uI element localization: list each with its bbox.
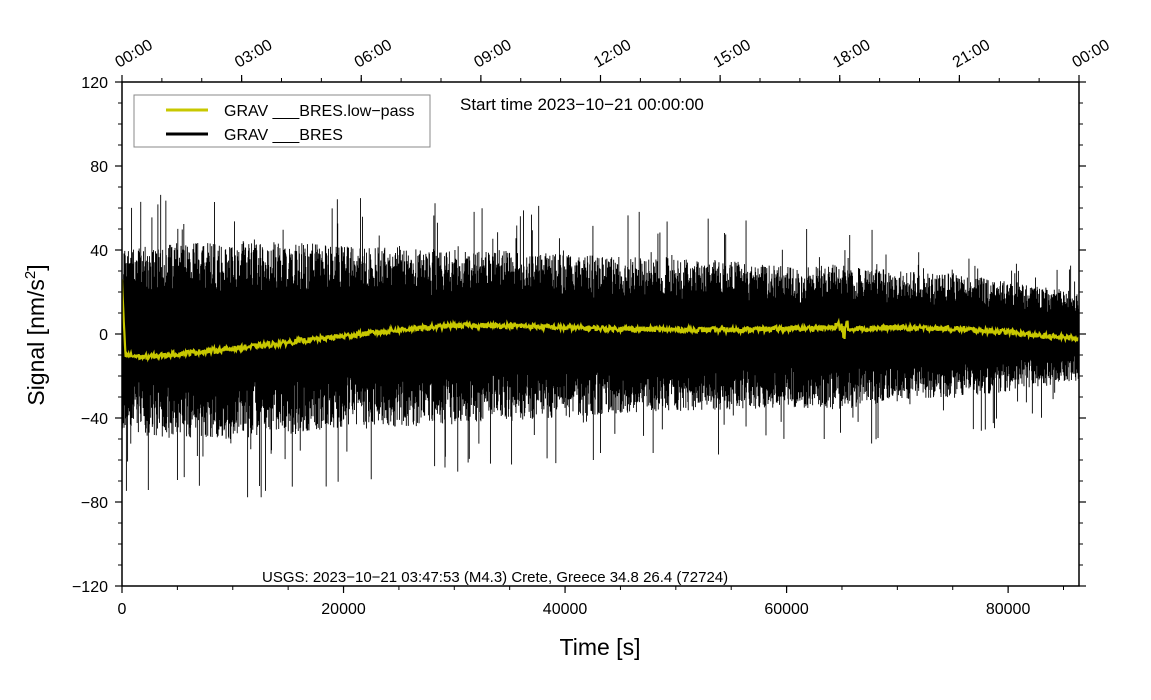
top-time-label: 12:00 [591, 37, 634, 72]
y-tick-label: 80 [90, 159, 108, 176]
y-axis-title: Signal [nm/s2] [22, 264, 49, 405]
series-grav-bres-lowpass [122, 279, 1079, 363]
x-tick-label: 60000 [764, 601, 809, 618]
x-tick-labels: 0 20000 40000 60000 80000 [118, 601, 1031, 618]
top-time-label: 06:00 [352, 37, 395, 72]
top-time-label: 03:00 [232, 37, 275, 72]
legend-label-lowpass: GRAV ___BRES.low−pass [224, 103, 414, 120]
y-tick-label: 0 [99, 327, 108, 344]
top-time-label: 18:00 [830, 37, 873, 72]
axis-ticks [115, 75, 1086, 593]
top-time-label: 09:00 [471, 37, 514, 72]
y-tick-labels: 120 80 40 0 −40 −80 −120 [72, 75, 108, 596]
y-tick-label: −80 [81, 495, 108, 512]
y-tick-label: 40 [90, 243, 108, 260]
top-time-label: 15:00 [711, 37, 754, 72]
top-time-label: 21:00 [950, 37, 993, 72]
y-tick-label: 120 [81, 75, 108, 92]
legend: GRAV ___BRES.low−pass GRAV ___BRES [133, 94, 431, 148]
x-tick-label: 80000 [986, 601, 1031, 618]
x-tick-label: 0 [118, 601, 127, 618]
x-axis-title: Time [s] [560, 634, 641, 660]
y-tick-label: −40 [81, 411, 108, 428]
legend-label-raw: GRAV ___BRES [224, 127, 343, 144]
legend-box [133, 94, 431, 148]
start-time-annotation: Start time 2023−10−21 00:00:00 [460, 95, 704, 114]
plot-area [121, 81, 1080, 587]
y-tick-label: −120 [72, 579, 108, 596]
top-time-axis-labels: 00:00 03:00 06:00 09:00 12:00 15:00 18:00 21:00… [113, 37, 1113, 72]
earthquake-footer-note: USGS: 2023−10−21 03:47:53 (M4.3) Crete, … [262, 569, 728, 586]
top-time-label: 00:00 [1070, 37, 1113, 72]
lowpass-signal-trace [122, 279, 1079, 363]
x-tick-label: 20000 [321, 601, 366, 618]
top-time-label: 00:00 [113, 37, 156, 72]
x-tick-label: 40000 [543, 601, 588, 618]
